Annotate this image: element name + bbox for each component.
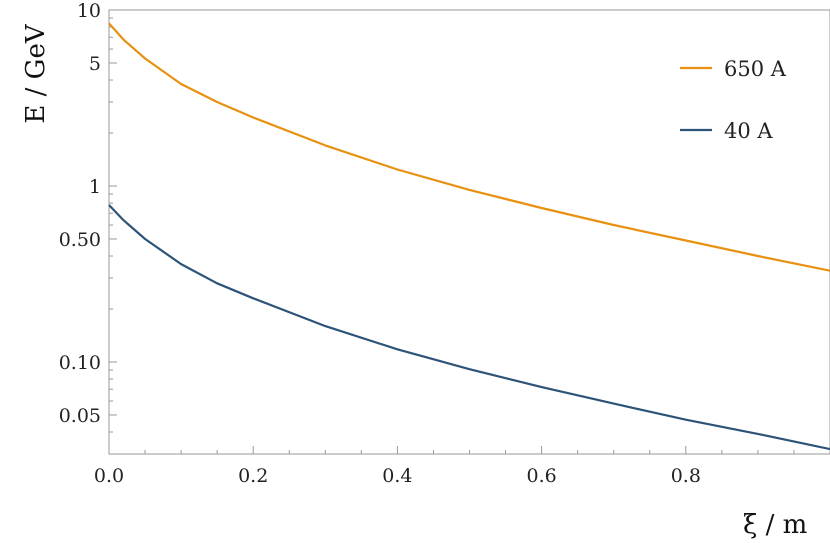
legend-label-0: 650 A bbox=[724, 57, 787, 81]
legend: 650 A 40 A bbox=[680, 57, 787, 143]
x-tick-label: 0.0 bbox=[94, 465, 124, 487]
x-axis-ticks: 0.0 0.2 0.4 0.6 0.8 bbox=[94, 446, 701, 487]
y-axis-ticks: 10 5 1 0.50 0.10 0.05 bbox=[59, 0, 117, 427]
x-tick-label: 0.8 bbox=[671, 465, 701, 487]
x-tick-label: 0.6 bbox=[526, 465, 556, 487]
y-tick-label: 0.10 bbox=[59, 352, 101, 374]
y-tick-label: 1 bbox=[89, 176, 101, 198]
plot-frame bbox=[108, 9, 830, 455]
legend-label-1: 40 A bbox=[724, 119, 773, 143]
y-axis-title: E / GeV bbox=[21, 23, 51, 123]
y-tick-label: 5 bbox=[89, 53, 101, 75]
y-tick-label: 0.05 bbox=[59, 405, 101, 427]
minor-ticks bbox=[109, 17, 795, 454]
x-tick-label: 0.4 bbox=[382, 465, 412, 487]
y-tick-label: 10 bbox=[77, 0, 101, 22]
series-line-0 bbox=[108, 22, 830, 272]
y-tick-label: 0.50 bbox=[59, 229, 101, 251]
x-axis-title: ξ / m bbox=[743, 510, 807, 540]
series-lines bbox=[108, 22, 830, 451]
series-line-1 bbox=[108, 204, 830, 451]
x-tick-label: 0.2 bbox=[238, 465, 268, 487]
